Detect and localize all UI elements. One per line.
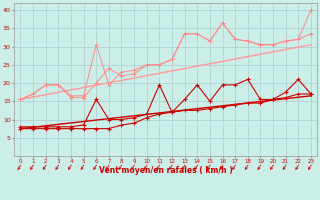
X-axis label: Vent moyen/en rafales ( km/h ): Vent moyen/en rafales ( km/h ) — [99, 166, 233, 175]
